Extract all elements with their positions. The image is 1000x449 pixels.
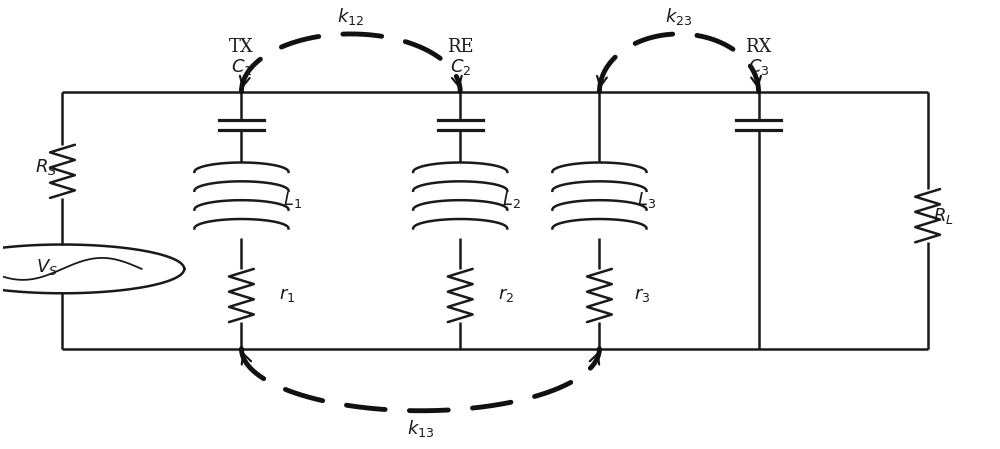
Text: $k_{12}$: $k_{12}$ [337, 6, 364, 26]
Text: $r_3$: $r_3$ [634, 286, 651, 304]
Text: $L_2$: $L_2$ [502, 190, 521, 210]
Text: $C_3$: $C_3$ [748, 57, 769, 77]
Text: RE: RE [447, 38, 474, 56]
Text: TX: TX [229, 38, 254, 56]
Text: $C_2$: $C_2$ [450, 57, 471, 77]
Text: $k_{13}$: $k_{13}$ [407, 418, 434, 439]
Text: $R_L$: $R_L$ [933, 206, 953, 226]
Text: $r_1$: $r_1$ [279, 286, 296, 304]
Text: $r_2$: $r_2$ [498, 286, 514, 304]
Text: RX: RX [745, 38, 772, 56]
Text: $R_S$: $R_S$ [35, 157, 57, 177]
Text: $V_S$: $V_S$ [36, 257, 57, 277]
Text: $k_{23}$: $k_{23}$ [665, 6, 693, 26]
Text: $L_1$: $L_1$ [283, 190, 302, 210]
Text: $L_3$: $L_3$ [637, 190, 656, 210]
Text: $C_1$: $C_1$ [231, 57, 252, 77]
